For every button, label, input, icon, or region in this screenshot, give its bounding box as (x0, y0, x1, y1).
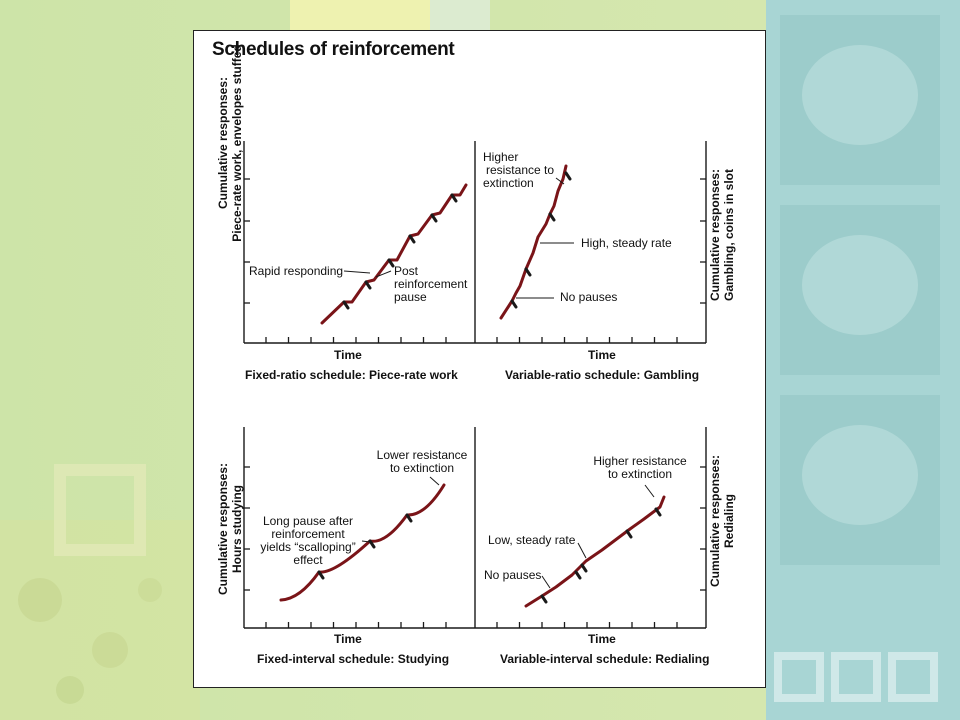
annotation-line: Higher (483, 150, 519, 164)
pointer-post (375, 270, 392, 278)
fixed-interval-caption: Fixed-interval schedule: Studying (257, 652, 450, 666)
y-label-line: Cumulative responses: (216, 76, 230, 210)
fixed-ratio-reinforcement-mark (408, 234, 416, 244)
y-label-line: Piece-rate work, envelopes stuffed (230, 44, 244, 242)
annotation-line: to extinction (607, 467, 673, 481)
variable-ratio-curve (499, 164, 568, 320)
pointer-nopauses-vi (541, 575, 551, 589)
annotation-lower-resistance: Lower resistance to extinction (370, 449, 474, 475)
fixed-interval-reinforcement-mark (405, 513, 413, 523)
annotation-line: extinction (483, 176, 534, 190)
schedules-figure (243, 141, 707, 629)
variable-interval-reinforcement-mark (574, 570, 582, 580)
y-label-line: Gambling, coins in slot (722, 169, 736, 302)
annotation-no-pauses-vi: No pauses (484, 568, 542, 582)
annotation-line: Higher resistance (593, 454, 687, 468)
annotation-line: reinforcement (271, 527, 345, 541)
variable-ratio-reinforcement-mark (548, 212, 556, 222)
annotation-higher-resistance: Higher resistance to extinction (477, 151, 563, 190)
fixed-ratio-y-label: Cumulative responses: Piece-rate work, e… (216, 23, 244, 263)
fixed-ratio-caption: Fixed-ratio schedule: Piece-rate work (245, 368, 458, 382)
variable-ratio-reinforcement-mark (524, 267, 532, 277)
annotation-line: pause (394, 290, 427, 304)
pointer-steady-vi (577, 542, 587, 559)
pointer-lower-fi (429, 476, 440, 486)
fixed-interval-x-label: Time (334, 632, 362, 646)
variable-interval-x-label: Time (588, 632, 616, 646)
pointer-long-fi (361, 540, 371, 543)
annotation-high-steady-rate: High, steady rate (581, 236, 672, 250)
fixed-ratio-reinforcement-mark (387, 258, 395, 268)
figure-title: Schedules of reinforcement (212, 39, 455, 60)
fixed-ratio-reinforcement-mark (430, 213, 438, 223)
y-label-line: Redialing (722, 494, 736, 549)
annotation-long-pause: Long pause after reinforcement yields “s… (252, 515, 364, 567)
annotation-line: resistance to (485, 163, 555, 177)
fixed-interval-reinforcement-mark (368, 539, 376, 549)
annotation-low-steady-rate: Low, steady rate (488, 533, 576, 547)
variable-interval-caption: Variable-interval schedule: Redialing (500, 652, 710, 666)
variable-interval-reinforcement-mark (625, 529, 633, 539)
annotation-line: Long pause after (262, 514, 354, 528)
variable-interval-reinforcement-mark (540, 594, 548, 604)
variable-ratio-y-label: Cumulative responses: Gambling, coins in… (708, 155, 736, 315)
variable-interval-curve (524, 495, 666, 608)
y-label-line: Cumulative responses: (216, 462, 230, 596)
variable-interval-y-label: Cumulative responses: Redialing (708, 451, 736, 591)
y-label-line: Hours studying (230, 485, 244, 574)
variable-interval-reinforcement-mark (580, 563, 588, 573)
fixed-ratio-curve (320, 183, 468, 325)
annotation-no-pauses: No pauses (560, 290, 618, 304)
fixed-ratio-reinforcement-mark (450, 193, 458, 203)
annotation-line: Lower resistance (376, 448, 468, 462)
pointer-rapid (343, 270, 371, 274)
pointer-higher-vi (644, 484, 655, 498)
annotation-line: Post (394, 264, 419, 278)
fixed-ratio-reinforcement-mark (364, 280, 372, 290)
annotation-higher-resistance-vi: Higher resistance to extinction (588, 455, 692, 481)
y-label-line: Cumulative responses: (708, 454, 722, 588)
variable-ratio-x-label: Time (588, 348, 616, 362)
annotation-line: to extinction (389, 461, 455, 475)
y-label-line: Cumulative responses: (708, 168, 722, 302)
annotation-rapid-responding: Rapid responding (249, 264, 344, 278)
fixed-ratio-reinforcement-mark (342, 300, 350, 310)
pointer-higher-vr (555, 177, 565, 185)
figure-card: Schedules of reinforcement (193, 30, 766, 688)
variable-ratio-reinforcement-mark (564, 171, 572, 181)
variable-ratio-caption: Variable-ratio schedule: Gambling (505, 368, 700, 382)
annotation-line: yields “scalloping” (260, 540, 356, 554)
fixed-interval-reinforcement-mark (317, 570, 325, 580)
variable-ratio-reinforcement-mark (510, 299, 518, 309)
variable-interval-reinforcement-mark (654, 507, 662, 517)
annotation-line: effect (293, 553, 323, 567)
fixed-ratio-x-label: Time (334, 348, 362, 362)
annotation-post-reinforcement: Post reinforcement pause (394, 265, 467, 304)
annotation-line: reinforcement (394, 277, 468, 291)
fixed-interval-y-label: Cumulative responses: Hours studying (216, 439, 244, 619)
